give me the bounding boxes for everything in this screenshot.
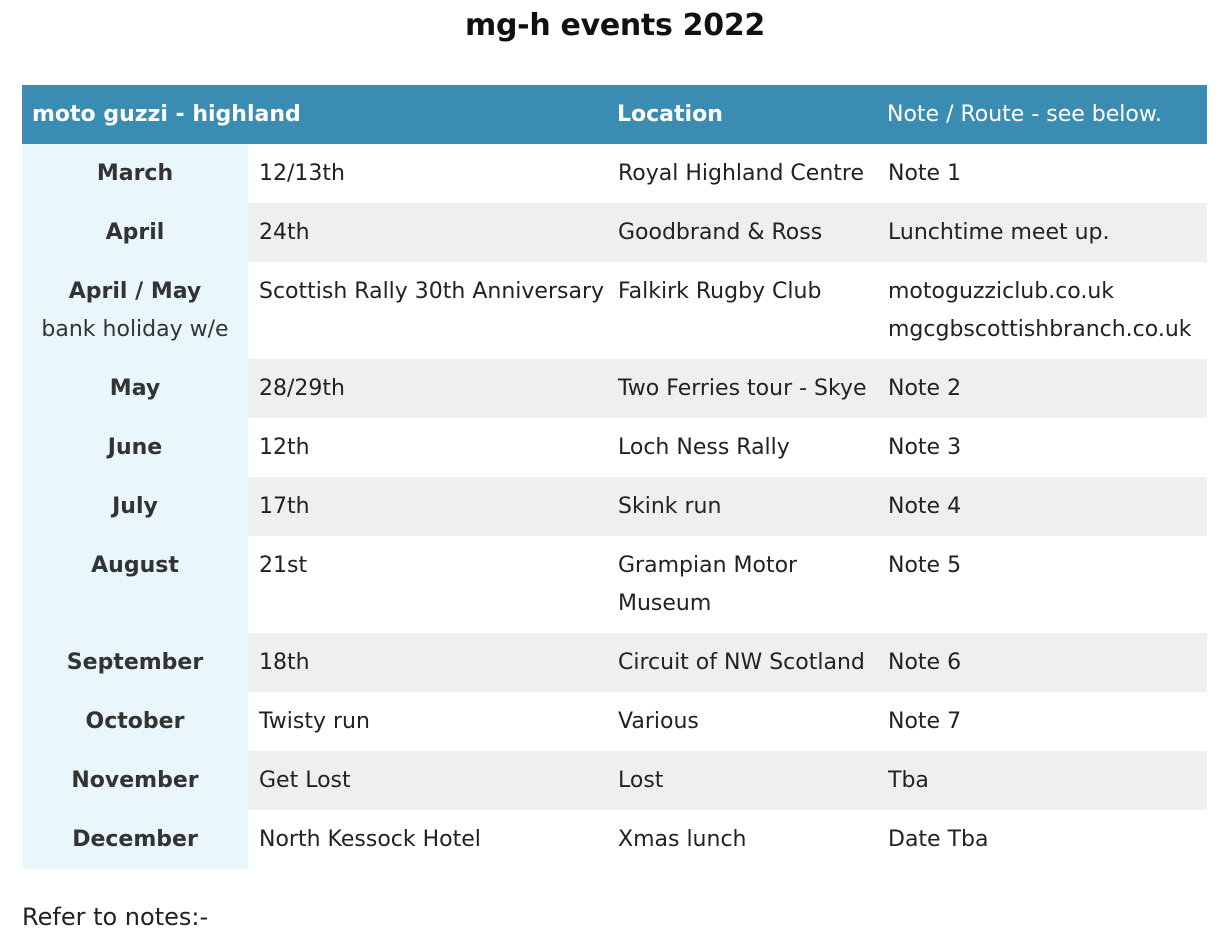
location-text: Two Ferries tour - Skye: [618, 376, 867, 401]
month-cell: April / May bank holiday w/e: [22, 262, 248, 359]
note-text: Note 2: [888, 376, 962, 401]
table-row: July 17th Skink run Note 4: [22, 477, 1207, 536]
month-label: September: [66, 650, 204, 675]
note-text: Date Tba: [888, 827, 989, 852]
location-text: Xmas lunch: [618, 827, 747, 852]
month-cell: June: [22, 418, 248, 477]
table-row: October Twisty run Various Note 7: [22, 692, 1207, 751]
location-text: Skink run: [618, 494, 722, 519]
event-cell: Get Lost: [248, 751, 607, 810]
note-text-line2: mgcgbscottishbranch.co.uk: [888, 317, 1192, 342]
note-text: motoguzziclub.co.uk: [888, 279, 1115, 304]
note-text: Note 1: [888, 161, 962, 186]
table-header-row: moto guzzi - highland Location Note / Ro…: [22, 85, 1207, 144]
month-cell: September: [22, 633, 248, 692]
location-text: Royal Highland Centre: [618, 161, 864, 186]
month-label: March: [96, 161, 174, 186]
location-text-line2: Museum: [618, 591, 712, 616]
event-cell: 21st: [259, 553, 308, 578]
table-row: March 12/13th Royal Highland Centre Note 1: [22, 144, 1207, 203]
refer-to-notes: Refer to notes:-: [22, 903, 209, 931]
note-cell: Lunchtime meet up.: [877, 203, 1207, 262]
note-cell: Note 2: [877, 359, 1207, 418]
month-label: July: [112, 494, 158, 519]
note-cell: Date Tba: [877, 810, 1207, 869]
event-cell: Scottish Rally 30th Anniversary: [259, 279, 605, 304]
month-cell: October: [22, 692, 248, 751]
event-cell: 24th: [248, 203, 607, 262]
month-label: May: [109, 376, 161, 401]
location-text: Loch Ness Rally: [618, 435, 790, 460]
location-text: Circuit of NW Scotland: [618, 650, 865, 675]
month-cell: December: [22, 810, 248, 869]
note-text: Note 3: [888, 435, 962, 460]
month-cell: July: [22, 477, 248, 536]
month-sublabel: bank holiday w/e: [41, 317, 229, 342]
month-label: August: [91, 553, 179, 578]
location-text: Falkirk Rugby Club: [618, 279, 822, 304]
note-text: Tba: [888, 768, 929, 793]
location-cell: Xmas lunch: [607, 810, 877, 869]
events-table: moto guzzi - highland Location Note / Ro…: [22, 85, 1207, 869]
location-cell: Royal Highland Centre: [607, 144, 877, 203]
note-cell: Note 5: [877, 536, 1207, 633]
location-text: Various: [618, 709, 699, 734]
location-text: Lost: [618, 768, 664, 793]
table-row: June 12th Loch Ness Rally Note 3: [22, 418, 1207, 477]
table-row: May 28/29th Two Ferries tour - Skye Note 2: [22, 359, 1207, 418]
location-cell: Goodbrand & Ross: [607, 203, 877, 262]
month-label: June: [107, 435, 163, 460]
month-label: April / May: [68, 279, 202, 304]
header-club: moto guzzi - highland: [22, 85, 607, 144]
event-cell: North Kessock Hotel: [259, 827, 481, 852]
note-text: Note 7: [888, 709, 962, 734]
month-cell: March: [22, 144, 248, 203]
month-label: November: [71, 768, 199, 793]
location-cell: Circuit of NW Scotland: [607, 633, 877, 692]
header-note: Note / Route - see below.: [877, 85, 1207, 144]
note-cell: Note 6: [877, 633, 1207, 692]
location-text: Grampian Motor: [618, 553, 798, 578]
month-label: April: [105, 220, 165, 245]
location-cell: Various: [607, 692, 877, 751]
note-cell: Tba: [877, 751, 1207, 810]
month-cell: November: [22, 751, 248, 810]
location-cell: Falkirk Rugby Club: [607, 262, 877, 359]
month-label: October: [85, 709, 185, 734]
note-cell: Note 4: [877, 477, 1207, 536]
event-cell: 12/13th: [259, 161, 345, 186]
month-cell: April: [22, 203, 248, 262]
page-title: mg-h events 2022: [465, 8, 765, 43]
note-cell: Note 1: [877, 144, 1207, 203]
month-label: December: [72, 827, 198, 852]
note-text: Note 4: [888, 494, 962, 519]
event-cell: Twisty run: [259, 709, 370, 734]
note-text: Lunchtime meet up.: [888, 220, 1110, 245]
header-location: Location: [607, 85, 877, 144]
note-text: Note 5: [888, 553, 962, 578]
month-cell: May: [22, 359, 248, 418]
note-cell: Note 7: [877, 692, 1207, 751]
month-cell: August: [22, 536, 248, 633]
event-cell: 18th: [248, 633, 607, 692]
location-cell: Loch Ness Rally: [607, 418, 877, 477]
table-row: April 24th Goodbrand & Ross Lunchtime meet …: [22, 203, 1207, 262]
location-text: Goodbrand & Ross: [618, 220, 823, 245]
event-cell: 28/29th: [248, 359, 607, 418]
table-row: September 18th Circuit of NW Scotland Note …: [22, 633, 1207, 692]
event-cell: 12th: [259, 435, 310, 460]
location-cell: Two Ferries tour - Skye: [607, 359, 877, 418]
location-cell: Grampian Motor Museum: [607, 536, 877, 633]
location-cell: Skink run: [607, 477, 877, 536]
table-row: August 21st Grampian Motor Museum Note 5: [22, 536, 1207, 633]
note-cell: Note 3: [877, 418, 1207, 477]
note-text: Note 6: [888, 650, 962, 675]
table-row: December North Kessock Hotel Xmas lunch Dat…: [22, 810, 1207, 869]
note-cell: motoguzziclub.co.uk mgcgbscottishbranch.c…: [877, 262, 1207, 359]
event-cell: 17th: [248, 477, 607, 536]
table-row: November Get Lost Lost Tba: [22, 751, 1207, 810]
table-row: April / May bank holiday w/e Scottish Rall…: [22, 262, 1207, 359]
location-cell: Lost: [607, 751, 877, 810]
